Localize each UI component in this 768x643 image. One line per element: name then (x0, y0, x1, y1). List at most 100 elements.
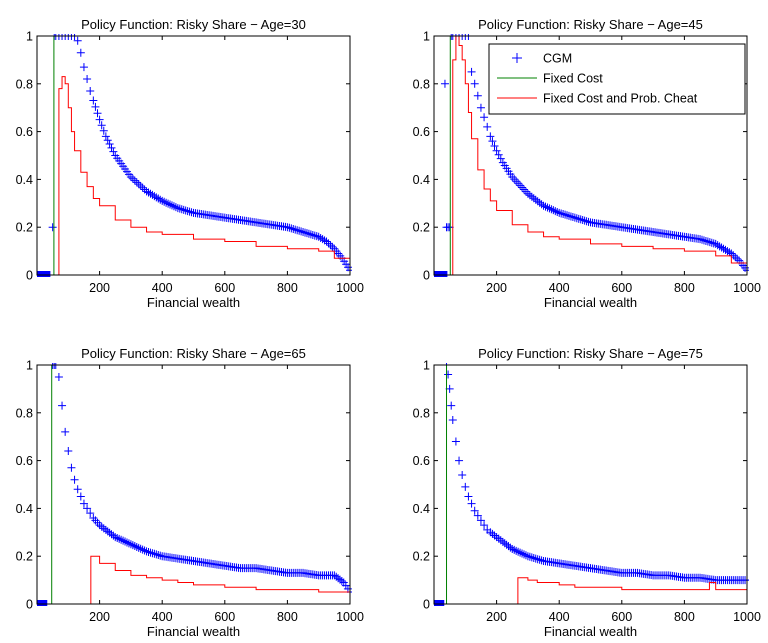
cgm-point (91, 102, 100, 111)
x-tick-label: 200 (89, 281, 110, 295)
cgm-point (518, 183, 527, 192)
cgm-point (525, 552, 534, 561)
cgm-point (79, 499, 88, 508)
cgm-point (177, 205, 186, 214)
cgm-point (166, 200, 175, 209)
cgm-point-zero (39, 600, 48, 606)
cgm-point (324, 239, 333, 248)
x-tick-label: 600 (611, 610, 632, 624)
cgm-point (93, 109, 102, 118)
x-tick-label: 1000 (336, 610, 364, 624)
cgm-point-zero (42, 271, 51, 277)
y-tick-label: 0.2 (16, 221, 33, 235)
cgm-point (76, 48, 85, 57)
y-tick-label: 0.6 (16, 125, 33, 139)
cgm-point (328, 242, 337, 251)
y-tick-label: 0.6 (413, 454, 430, 468)
cgm-point (476, 516, 485, 525)
cgm-point (297, 227, 306, 236)
x-tick-label: 400 (152, 281, 173, 295)
cgm-point (83, 504, 92, 513)
cgm-point (490, 531, 499, 540)
cgm-point (89, 96, 98, 105)
series-fixed-cost-and-prob-cheat (37, 76, 351, 276)
cgm-point (519, 550, 528, 559)
cgm-point (158, 196, 167, 205)
cgm-point (289, 224, 298, 233)
cgm-point (486, 528, 495, 537)
x-axis-label: Financial wealth (544, 624, 637, 639)
x-tick-label: 1000 (336, 281, 364, 295)
cgm-point (144, 548, 153, 557)
cgm-point (483, 122, 492, 131)
cgm-point (107, 143, 116, 152)
cgm-point (729, 251, 738, 260)
cgm-point (136, 181, 145, 190)
cgm-point (130, 542, 139, 551)
cgm-point (582, 217, 591, 226)
x-tick-label: 200 (486, 610, 507, 624)
cgm-point (105, 140, 114, 149)
y-tick-label: 0.4 (413, 502, 430, 516)
cgm-point (111, 533, 120, 542)
cgm-point (119, 536, 128, 545)
cgm-point (563, 211, 572, 220)
cgm-point (86, 86, 95, 95)
x-tick-label: 200 (486, 281, 507, 295)
cgm-point (488, 529, 497, 538)
cgm-point (568, 213, 577, 222)
cgm-point (310, 231, 319, 240)
cgm-point (343, 584, 352, 593)
cgm-point (99, 126, 108, 135)
cgm-point (514, 179, 523, 188)
chart-title: Policy Function: Risky Share − Age=65 (81, 346, 306, 361)
y-tick-label: 0.8 (16, 77, 33, 91)
cgm-point (295, 226, 304, 235)
y-tick-label: 0.6 (413, 125, 430, 139)
cgm-point (156, 195, 165, 204)
cgm-point (115, 534, 124, 543)
cgm-point (287, 224, 296, 233)
cgm-point (167, 201, 176, 210)
y-tick-label: 1 (26, 30, 33, 44)
x-tick-label: 400 (152, 610, 173, 624)
y-tick-label: 1 (423, 359, 430, 373)
x-axis-label: Financial wealth (147, 295, 240, 310)
y-tick-label: 0 (423, 598, 430, 612)
y-tick-label: 1 (26, 359, 33, 373)
subplot-3: 200 400 600 800 1000 0 0.2 0.4 0.6 0.8 1 Policy Fun… (16, 346, 364, 639)
cgm-point (535, 555, 544, 564)
cgm-point (698, 235, 707, 244)
cgm-point (339, 578, 348, 587)
cgm-point (95, 115, 104, 124)
cgm-point (132, 178, 141, 187)
cgm-point (136, 544, 145, 553)
cgm-point (302, 229, 311, 238)
cgm-point (73, 36, 82, 45)
cgm-point (58, 401, 67, 410)
cgm-point (326, 241, 335, 250)
legend-label: Fixed Cost (543, 72, 603, 86)
cgm-point (566, 212, 575, 221)
cgm-point (83, 75, 92, 84)
data-layer (37, 34, 352, 277)
cgm-point (492, 533, 501, 542)
y-tick-label: 0 (26, 269, 33, 283)
cgm-point (461, 482, 470, 491)
y-tick-label: 0 (26, 598, 33, 612)
cgm-point (306, 230, 315, 239)
cgm-point (476, 103, 485, 112)
legend-label: CGM (543, 52, 572, 66)
series-cgm (434, 34, 749, 277)
cgm-point (61, 427, 70, 436)
cgm-point (553, 207, 562, 216)
y-tick-label: 0.8 (413, 77, 430, 91)
subplot-2: 200 400 600 800 1000 0 0.2 0.4 0.6 0.8 1 Policy Fun… (413, 17, 761, 310)
cgm-point (138, 183, 147, 192)
cgm-point (126, 173, 135, 182)
cgm-point (731, 253, 740, 262)
cgm-point (304, 229, 313, 238)
cgm-point (519, 185, 528, 194)
cgm-point (564, 211, 573, 220)
x-tick-label: 1000 (733, 281, 761, 295)
